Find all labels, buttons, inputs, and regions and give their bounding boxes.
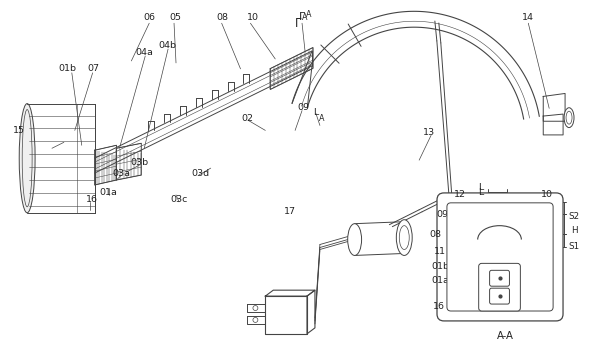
Ellipse shape: [399, 226, 409, 249]
Text: A: A: [319, 114, 325, 123]
Text: 04a: 04a: [135, 48, 153, 58]
Ellipse shape: [396, 220, 412, 256]
Text: 03d: 03d: [192, 169, 210, 178]
Text: 17: 17: [284, 207, 296, 216]
Text: 04: 04: [526, 263, 538, 272]
Text: 02: 02: [541, 294, 553, 304]
Ellipse shape: [347, 224, 362, 256]
Ellipse shape: [564, 108, 574, 127]
Text: S2: S2: [568, 212, 579, 221]
Ellipse shape: [566, 111, 572, 124]
Text: L: L: [478, 189, 483, 197]
Text: 10: 10: [247, 13, 258, 22]
Ellipse shape: [19, 104, 35, 213]
Text: 01a: 01a: [100, 189, 117, 197]
Text: Γ: Γ: [299, 12, 305, 22]
Text: 14: 14: [522, 13, 534, 22]
Text: 03c: 03c: [170, 195, 188, 204]
Text: A-A: A-A: [497, 331, 514, 341]
Text: 16: 16: [85, 195, 98, 204]
Text: 11: 11: [434, 247, 446, 256]
Text: A: A: [302, 13, 308, 22]
Text: L: L: [478, 183, 483, 193]
Text: 10: 10: [541, 190, 553, 199]
FancyBboxPatch shape: [447, 203, 553, 311]
Text: Γ: Γ: [295, 17, 301, 30]
Text: 01b: 01b: [59, 64, 77, 74]
Text: A: A: [306, 10, 312, 19]
Ellipse shape: [253, 305, 258, 310]
Text: H: H: [571, 226, 577, 235]
Text: 04b: 04b: [158, 40, 176, 50]
Text: 03a: 03a: [113, 169, 130, 178]
Text: 16: 16: [433, 301, 445, 310]
Ellipse shape: [253, 317, 258, 323]
Text: 01a: 01a: [431, 276, 449, 285]
Text: L: L: [313, 108, 319, 117]
FancyBboxPatch shape: [490, 288, 509, 304]
Text: S1: S1: [568, 242, 579, 251]
Text: 09: 09: [436, 210, 448, 219]
Text: 09: 09: [297, 103, 309, 112]
Text: 12: 12: [454, 190, 466, 199]
Text: 03b: 03b: [130, 158, 148, 167]
Text: 05: 05: [169, 13, 181, 22]
FancyBboxPatch shape: [490, 270, 509, 286]
Text: 01b: 01b: [431, 262, 449, 271]
Text: 13: 13: [423, 128, 435, 137]
Text: 02: 02: [242, 114, 253, 123]
Text: 06: 06: [143, 13, 155, 22]
Text: 15: 15: [13, 126, 25, 135]
Text: 08: 08: [429, 230, 441, 239]
FancyBboxPatch shape: [437, 193, 563, 321]
FancyBboxPatch shape: [478, 264, 520, 311]
Text: 08: 08: [216, 13, 229, 22]
Text: 07: 07: [88, 64, 100, 74]
